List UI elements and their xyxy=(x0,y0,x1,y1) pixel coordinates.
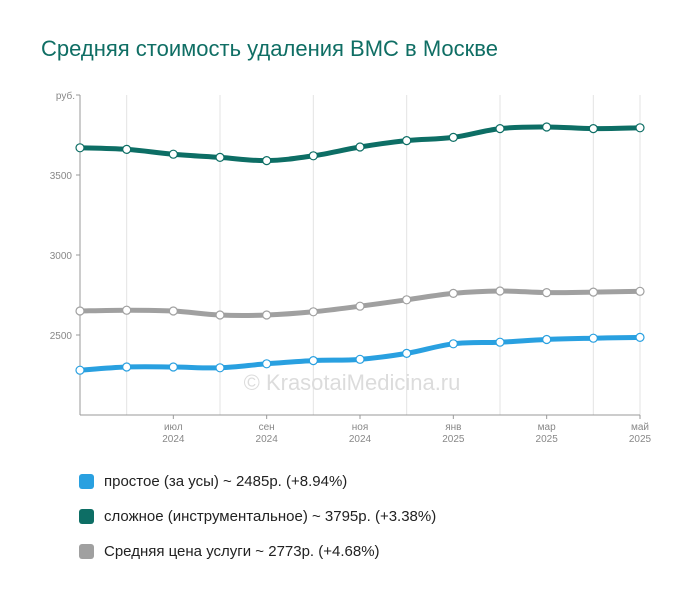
x-tick-label-month: ноя xyxy=(352,422,369,433)
chart-title: Средняя стоимость удаления ВМС в Москве xyxy=(41,36,498,61)
x-tick-label-year: 2025 xyxy=(442,434,465,445)
data-point xyxy=(308,356,318,366)
data-point xyxy=(635,332,645,342)
data-point xyxy=(122,305,132,315)
data-point xyxy=(168,306,178,316)
legend-item-complex: сложное (инструментальное) ~ 3795р. (+3.… xyxy=(79,499,436,534)
data-point xyxy=(215,152,225,162)
data-point xyxy=(495,124,505,134)
legend-swatch-simple xyxy=(79,474,94,489)
x-tick-label-month: сен xyxy=(259,422,275,433)
data-point xyxy=(122,144,132,154)
data-point xyxy=(122,362,132,372)
data-point xyxy=(542,334,552,345)
data-point xyxy=(215,310,225,320)
data-point xyxy=(495,337,505,347)
data-point xyxy=(262,156,272,166)
legend-item-average: Средняя цена услуги ~ 2773р. (+4.68%) xyxy=(79,534,436,569)
legend-swatch-complex xyxy=(79,509,94,524)
legend-item-simple: простое (за усы) ~ 2485р. (+8.94%) xyxy=(79,464,436,499)
legend-label-simple: простое (за усы) ~ 2485р. (+8.94%) xyxy=(104,473,348,490)
data-point xyxy=(355,142,365,152)
x-tick-label-year: 2024 xyxy=(256,434,279,445)
x-tick-label-month: мар xyxy=(538,422,556,433)
data-point xyxy=(402,295,412,305)
data-point xyxy=(168,149,178,159)
data-point xyxy=(448,339,458,349)
data-point xyxy=(402,136,412,146)
data-point xyxy=(448,132,458,142)
data-point xyxy=(75,365,85,375)
data-point xyxy=(262,310,272,320)
y-axis-unit-label: руб. xyxy=(56,90,75,102)
watermark: © KrasotaiMedicina.ru xyxy=(244,370,461,395)
legend-swatch-average xyxy=(79,544,94,559)
x-tick-label-month: июл xyxy=(164,422,183,433)
data-point xyxy=(542,122,552,132)
series-line xyxy=(77,334,643,373)
data-point xyxy=(262,359,272,369)
data-point xyxy=(215,363,225,373)
series-group xyxy=(75,122,645,375)
data-point xyxy=(542,288,552,298)
series-0 xyxy=(75,122,645,166)
legend-label-complex: сложное (инструментальное) ~ 3795р. (+3.… xyxy=(104,508,437,525)
x-tick-label-year: 2024 xyxy=(349,434,372,445)
data-point xyxy=(355,354,365,364)
series-2 xyxy=(75,332,645,375)
y-tick-label: 3500 xyxy=(50,171,73,182)
data-point xyxy=(588,124,598,134)
data-point xyxy=(635,286,645,296)
y-tick-label: 3000 xyxy=(50,251,73,262)
data-point xyxy=(402,348,412,358)
data-point xyxy=(75,143,85,153)
data-point xyxy=(635,123,645,133)
data-point xyxy=(308,307,318,317)
data-point xyxy=(495,286,505,296)
x-tick-label-year: 2025 xyxy=(629,434,652,445)
x-tick-label-month: май xyxy=(631,422,649,433)
data-point xyxy=(355,301,365,311)
x-tick-label-year: 2025 xyxy=(536,434,559,445)
x-tick-label-month: янв xyxy=(445,422,461,433)
data-point xyxy=(588,287,598,297)
data-point xyxy=(168,362,178,372)
data-point xyxy=(308,151,318,161)
series-1 xyxy=(75,286,645,320)
legend-label-average: Средняя цена услуги ~ 2773р. (+4.68%) xyxy=(104,543,380,560)
x-tick-label-year: 2024 xyxy=(162,434,185,445)
data-point xyxy=(588,333,598,343)
y-tick-label: 2500 xyxy=(50,331,73,342)
legend: простое (за усы) ~ 2485р. (+8.94%) сложн… xyxy=(79,464,436,569)
axes: руб.250030003500июл2024сен2024ноя2024янв… xyxy=(50,90,652,445)
data-point xyxy=(448,288,458,298)
data-point xyxy=(75,306,85,316)
